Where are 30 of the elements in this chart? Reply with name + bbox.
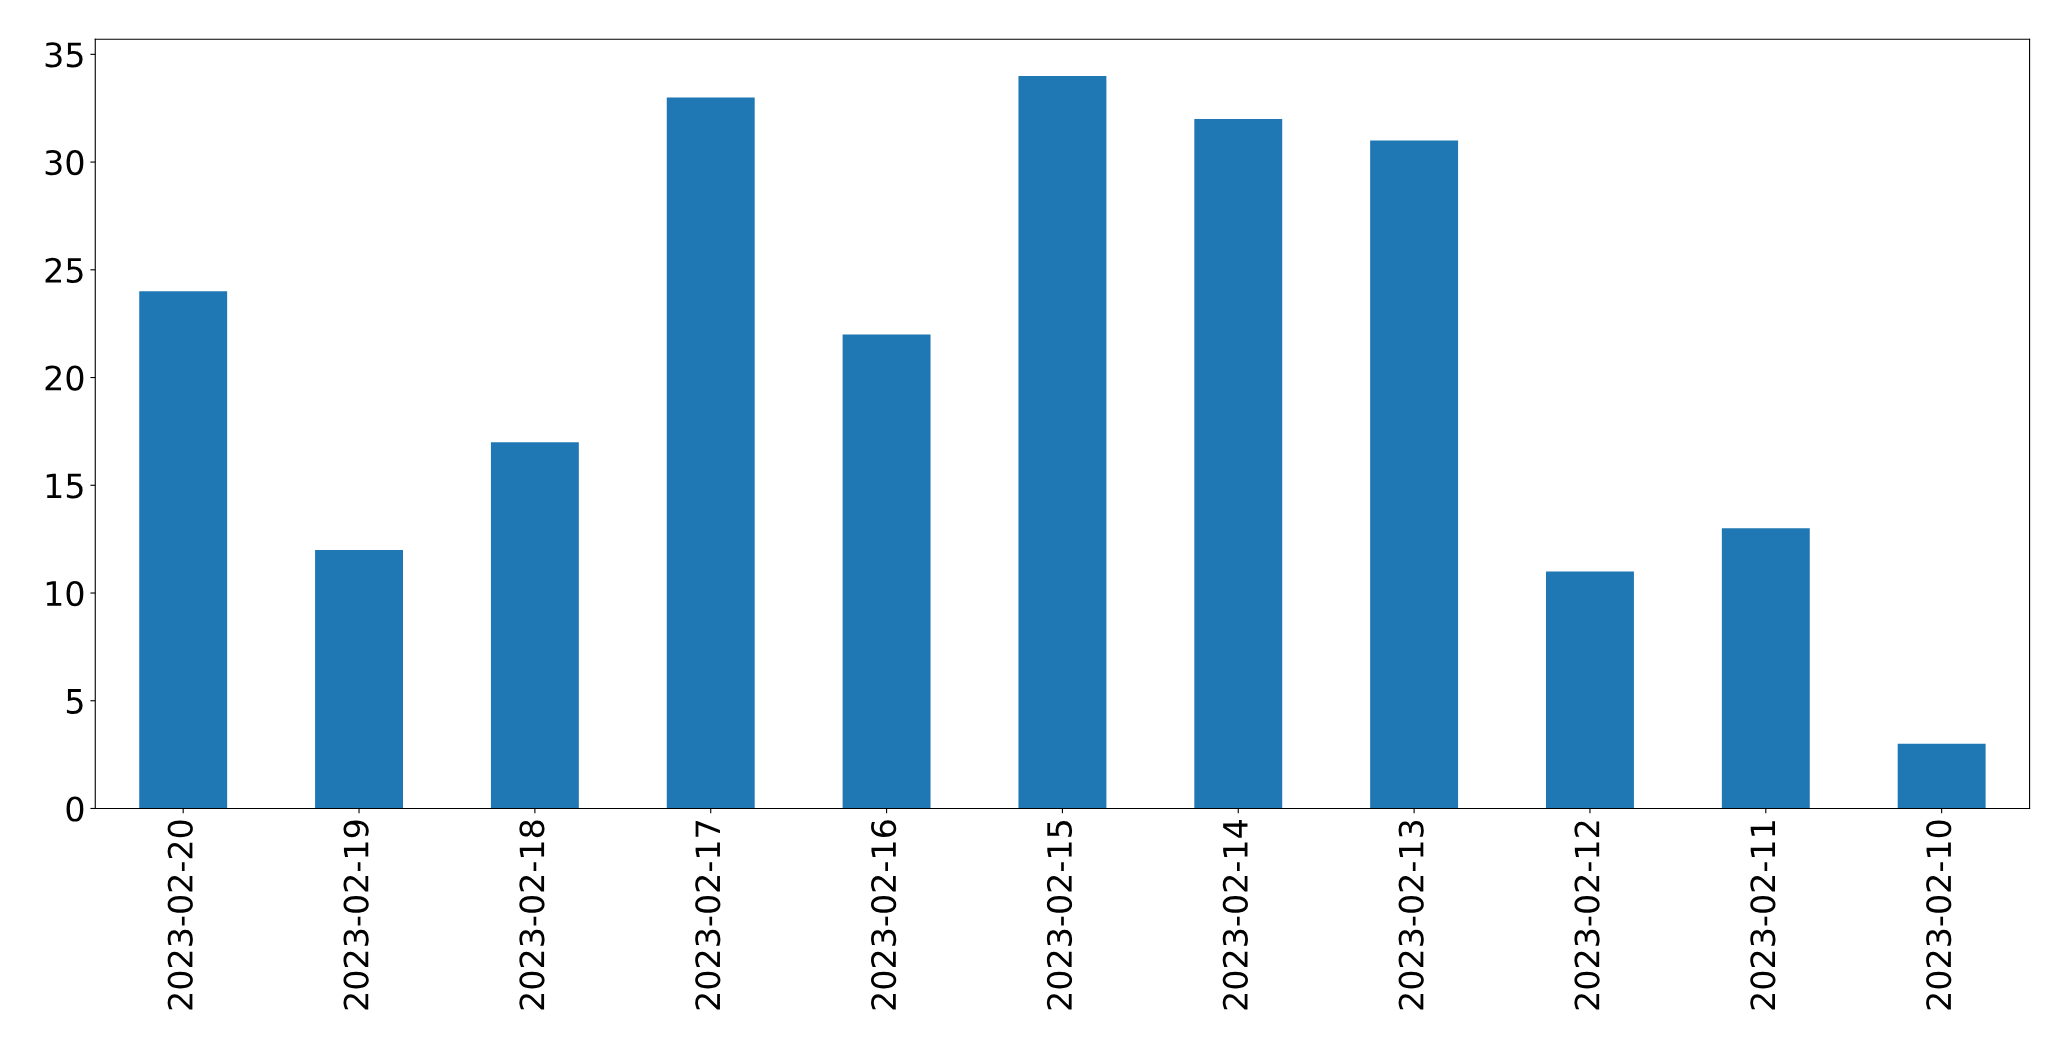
x-tick-label: 2023-02-19	[343, 820, 369, 1010]
x-tick-label: 2023-02-14	[1222, 820, 1248, 1010]
y-tick-label: 35	[45, 42, 83, 68]
bar	[842, 334, 931, 809]
x-tick-label: 2023-02-13	[1398, 820, 1424, 1010]
bar	[1194, 118, 1283, 809]
bar	[1897, 743, 1986, 809]
y-tick-label: 25	[45, 257, 83, 283]
bar	[1370, 140, 1459, 809]
x-tick-label: 2023-02-15	[1046, 821, 1073, 1010]
x-tick-label: 2023-02-12	[1574, 821, 1600, 1010]
x-tick-label: 2023-02-11	[1750, 821, 1776, 1010]
x-tick-label: 2023-02-10	[1926, 820, 1952, 1010]
x-tick-label: 2023-02-20	[167, 820, 193, 1010]
y-tick-label: 15	[46, 473, 83, 499]
y-tick-label: 10	[46, 580, 84, 607]
x-tick-label: 2023-02-18	[519, 820, 545, 1010]
y-tick-label: 0	[66, 796, 84, 822]
bar	[1546, 571, 1634, 809]
bar	[315, 549, 403, 809]
bar	[139, 291, 228, 809]
bar	[666, 97, 755, 809]
bar	[1721, 528, 1810, 809]
bar	[490, 442, 579, 809]
y-tick-label: 5	[66, 689, 83, 714]
y-tick-label: 30	[45, 150, 84, 176]
x-tick-label: 2023-02-17	[695, 821, 721, 1010]
y-tick-label: 20	[45, 365, 84, 391]
x-tick-label: 2023-02-16	[871, 820, 897, 1010]
bar	[1018, 75, 1107, 809]
